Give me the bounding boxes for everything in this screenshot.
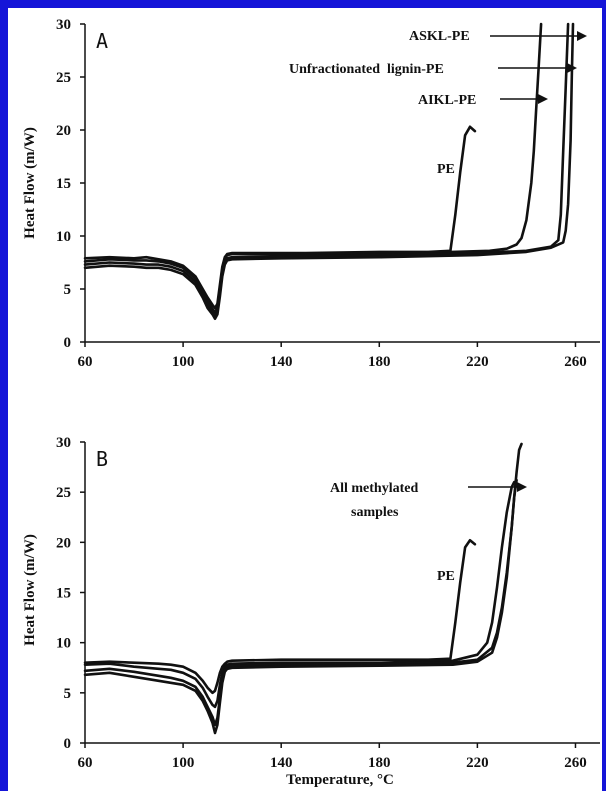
panel-a-x-tick-label: 100 bbox=[172, 354, 195, 370]
figure-frame-top bbox=[0, 0, 606, 8]
panel-a-y-tick-label: 25 bbox=[56, 70, 71, 86]
panel-b-y-tick-label: 25 bbox=[56, 485, 71, 501]
panel-a-label: A bbox=[96, 29, 108, 53]
panel-b-y-tick-label: 20 bbox=[56, 535, 71, 551]
panel-b-annotation-all-methylated: All methylated bbox=[330, 481, 418, 496]
panel-b-y-ticks: 0 5 10 15 20 25 30 bbox=[56, 435, 85, 752]
panel-a-series bbox=[83, 22, 575, 321]
panel-a-y-tick-label: 0 bbox=[64, 335, 72, 351]
panel-b-annotation-pe: PE bbox=[437, 569, 455, 584]
panel-b-annotation-samples: samples bbox=[351, 505, 399, 520]
panel-a-x-tick-label: 60 bbox=[78, 354, 93, 370]
panel-b-series-line-4 bbox=[83, 478, 518, 735]
panel-a-y-axis-title: Heat Flow (m/W) bbox=[22, 127, 38, 239]
panel-a-annotation-pe: PE bbox=[437, 162, 455, 177]
panel-a-series-line-1 bbox=[83, 125, 477, 310]
figure-frame-right bbox=[602, 0, 606, 791]
panel-b-y-tick-label: 30 bbox=[56, 435, 71, 451]
panel-a-arrow-aikl-head bbox=[538, 94, 548, 104]
panel-a-x-tick-label: 140 bbox=[270, 354, 293, 370]
panel-b-x-ticks: 60 100 140 180 220 260 bbox=[78, 743, 587, 771]
panel-b-x-tick-label: 260 bbox=[564, 755, 587, 771]
panel-b-x-tick-label: 140 bbox=[270, 755, 293, 771]
panel-a-series-line-2 bbox=[83, 22, 543, 314]
panel-b-y-tick-label: 5 bbox=[64, 686, 72, 702]
panel-a-x-tick-label: 260 bbox=[564, 354, 587, 370]
panel-a-x-ticks: 60 100 140 180 220 260 bbox=[78, 342, 587, 370]
panel-b-series-line-3 bbox=[83, 442, 523, 727]
panel-b-y-tick-label: 0 bbox=[64, 736, 72, 752]
panel-a-arrow-askl-head bbox=[577, 31, 587, 41]
panel-a-arrow-unfrac-head bbox=[567, 63, 577, 73]
panel-b-x-tick-label: 180 bbox=[368, 755, 391, 771]
panel-b-series-line-1 bbox=[83, 538, 477, 695]
panel-b: 0 5 10 15 20 25 30 60 100 140 180 220 260 B Heat Fl… bbox=[22, 435, 600, 788]
panel-a-y-tick-label: 5 bbox=[64, 282, 72, 298]
panel-a-y-tick-label: 30 bbox=[56, 17, 71, 33]
panel-a-series-line-4 bbox=[83, 22, 575, 321]
panel-a-annotation-askl-pe: ASKL-PE bbox=[409, 29, 470, 44]
panel-b-x-axis-title: Temperature, °C bbox=[286, 772, 394, 788]
panel-a: 0 5 10 15 20 25 30 60 100 140 180 220 260 A Heat Fl… bbox=[22, 17, 600, 370]
panel-a-y-ticks: 0 5 10 15 20 25 30 bbox=[56, 17, 85, 351]
panel-b-y-tick-label: 10 bbox=[56, 636, 71, 652]
panel-a-annotation-unfractionated: Unfractionated lignin-PE bbox=[289, 62, 444, 77]
panel-a-y-tick-label: 20 bbox=[56, 123, 71, 139]
panel-b-y-axis-title: Heat Flow (m/W) bbox=[22, 534, 38, 646]
panel-a-annotation-aikl-pe: AIKL-PE bbox=[418, 93, 476, 108]
panel-a-y-tick-label: 15 bbox=[56, 176, 71, 192]
panel-b-x-tick-label: 60 bbox=[78, 755, 93, 771]
panel-a-x-tick-label: 220 bbox=[466, 354, 489, 370]
panel-b-y-tick-label: 15 bbox=[56, 586, 71, 602]
panel-a-x-tick-label: 180 bbox=[368, 354, 391, 370]
figure-frame-left bbox=[0, 0, 8, 791]
panel-b-x-tick-label: 220 bbox=[466, 755, 489, 771]
panel-b-series bbox=[83, 442, 523, 735]
panel-a-y-tick-label: 10 bbox=[56, 229, 71, 245]
panel-b-arrow-head bbox=[517, 482, 527, 492]
panel-b-x-tick-label: 100 bbox=[172, 755, 195, 771]
panel-b-label: B bbox=[96, 447, 108, 471]
